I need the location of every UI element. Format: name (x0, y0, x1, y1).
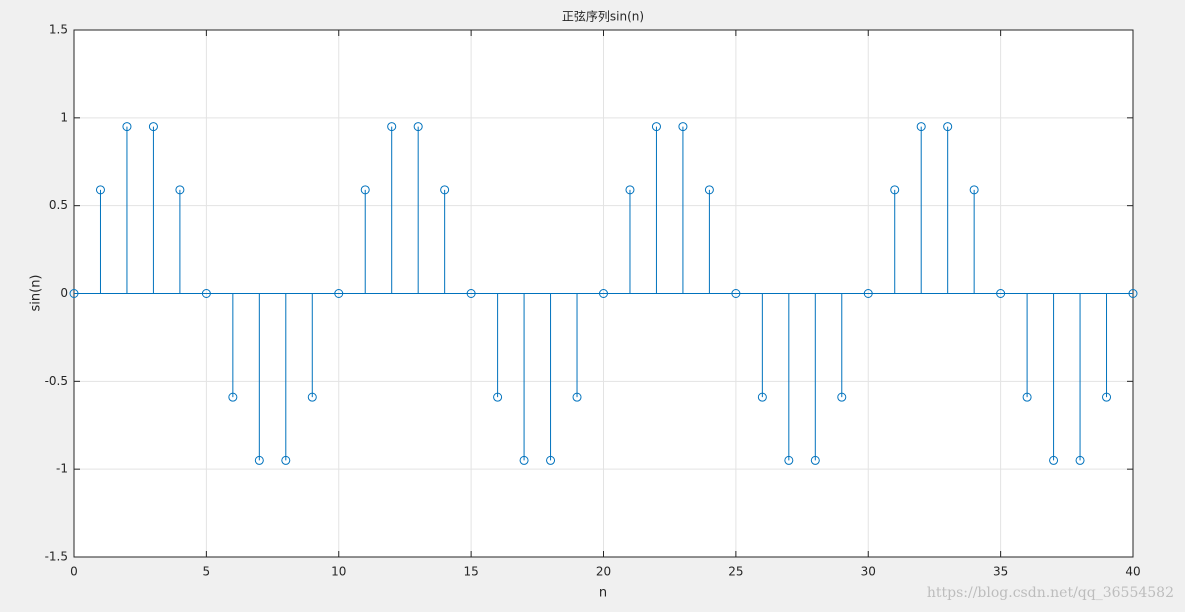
stem-marker (281, 455, 291, 465)
stem-marker (519, 455, 529, 465)
stem-marker (493, 392, 503, 402)
x-tick-label: 15 (463, 565, 478, 579)
stem-marker (837, 392, 847, 402)
x-tick-label: 25 (728, 565, 743, 579)
x-tick-label: 20 (596, 565, 611, 579)
stem-marker (625, 185, 635, 195)
stem-marker (1128, 289, 1138, 298)
stem-marker (572, 392, 582, 402)
x-axis-label: n (599, 586, 607, 601)
stem-marker (863, 289, 873, 298)
stem-marker (1075, 455, 1085, 465)
stem-marker (996, 289, 1006, 298)
stem-marker (943, 122, 953, 132)
watermark: https://blog.csdn.net/qq_36554582 (927, 585, 1174, 601)
chart-title: 正弦序列sin(n) (562, 9, 644, 24)
stem-marker (731, 289, 741, 298)
y-tick-label: 1.5 (49, 23, 68, 37)
y-tick-label: -1 (56, 462, 68, 476)
y-tick-label: 1 (60, 110, 68, 124)
stem-marker (307, 392, 317, 402)
stem-marker (69, 289, 79, 298)
stem-marker (175, 185, 185, 195)
stem-marker (387, 122, 397, 132)
y-tick-label: 0 (60, 286, 68, 300)
y-tick-label: -1.5 (45, 550, 68, 564)
x-tick-label: 30 (861, 565, 876, 579)
y-axis-label: sin(n) (29, 274, 44, 311)
stem-marker (201, 289, 211, 298)
y-tick-label: -0.5 (45, 374, 68, 388)
stem-marker (704, 185, 714, 195)
stem-marker (757, 392, 767, 402)
x-tick-label: 10 (331, 565, 346, 579)
stem-marker (228, 392, 238, 402)
stem-marker (254, 455, 264, 465)
stem-marker (546, 455, 556, 465)
x-tick-label: 40 (1125, 565, 1140, 579)
x-tick-label: 0 (70, 565, 78, 579)
x-tick-label: 5 (203, 565, 211, 579)
stem-marker (1022, 392, 1032, 402)
stem-marker (360, 185, 370, 195)
stem-marker (651, 122, 661, 132)
stem-marker (440, 185, 450, 195)
y-tick-label: 0.5 (49, 198, 68, 212)
stem-marker (969, 185, 979, 195)
x-tick-label: 35 (993, 565, 1008, 579)
stem-marker (678, 122, 688, 132)
stem-marker (334, 289, 344, 298)
stem-marker (916, 122, 926, 132)
stem-marker (413, 122, 423, 132)
stem-marker (810, 455, 820, 465)
stem-marker (784, 455, 794, 465)
stem-marker (1102, 392, 1112, 402)
stem-marker (122, 122, 132, 132)
stem-marker (148, 122, 158, 132)
stem-marker (466, 289, 476, 298)
stem-marker (95, 185, 105, 195)
stem-marker (599, 289, 608, 298)
stem-marker (1049, 455, 1059, 465)
stem-marker (890, 185, 900, 195)
